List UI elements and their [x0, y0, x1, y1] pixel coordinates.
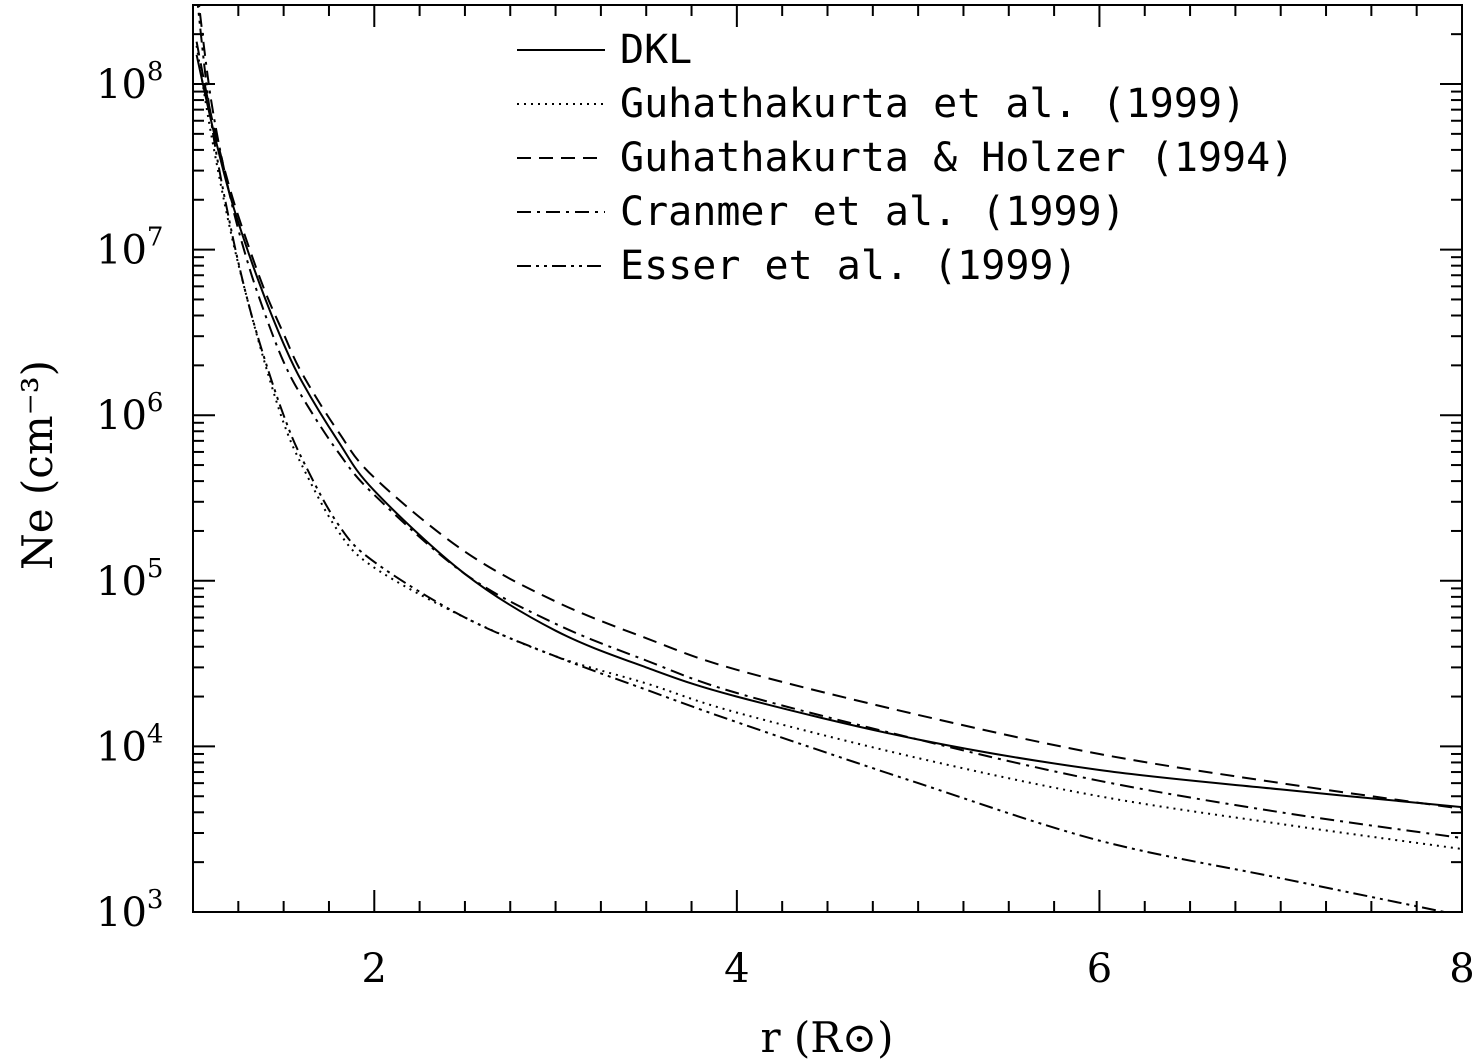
- x-tick-label: 2: [362, 946, 387, 992]
- legend: DKL Guhathakurta et al. (1999) Guhathakurt…: [517, 27, 1294, 289]
- x-tick-label: 8: [1449, 946, 1474, 992]
- y-axis-title: Ne (cm⁻³): [13, 360, 62, 570]
- series-line-4: [198, 5, 1462, 839]
- y-tick-label: 105: [96, 554, 163, 605]
- x-tick-label: 4: [724, 946, 749, 992]
- legend-label: Cranmer et al. (1999): [620, 189, 1126, 235]
- y-tick-label: 108: [96, 57, 163, 108]
- series-line-5: [196, 5, 1450, 912]
- y-tick-label: 103: [96, 885, 163, 936]
- legend-label: Esser et al. (1999): [620, 243, 1078, 289]
- legend-label: Guhathakurta et al. (1999): [620, 81, 1246, 127]
- x-axis-title: r (R⊙): [760, 1013, 893, 1062]
- y-tick-label: 106: [96, 388, 163, 439]
- series-line-3: [195, 41, 1462, 810]
- legend-label: DKL: [620, 27, 692, 73]
- x-tick-label: 6: [1087, 946, 1112, 992]
- y-tick-label: 107: [96, 223, 163, 274]
- legend-label: Guhathakurta & Holzer (1994): [620, 135, 1294, 181]
- series-lines: [195, 5, 1462, 912]
- plot-frame: [192, 4, 1463, 913]
- axis-ticks: [192, 4, 1463, 913]
- series-line-1: [195, 54, 1462, 809]
- y-tick-label: 104: [96, 719, 163, 770]
- series-line-2: [195, 45, 1462, 850]
